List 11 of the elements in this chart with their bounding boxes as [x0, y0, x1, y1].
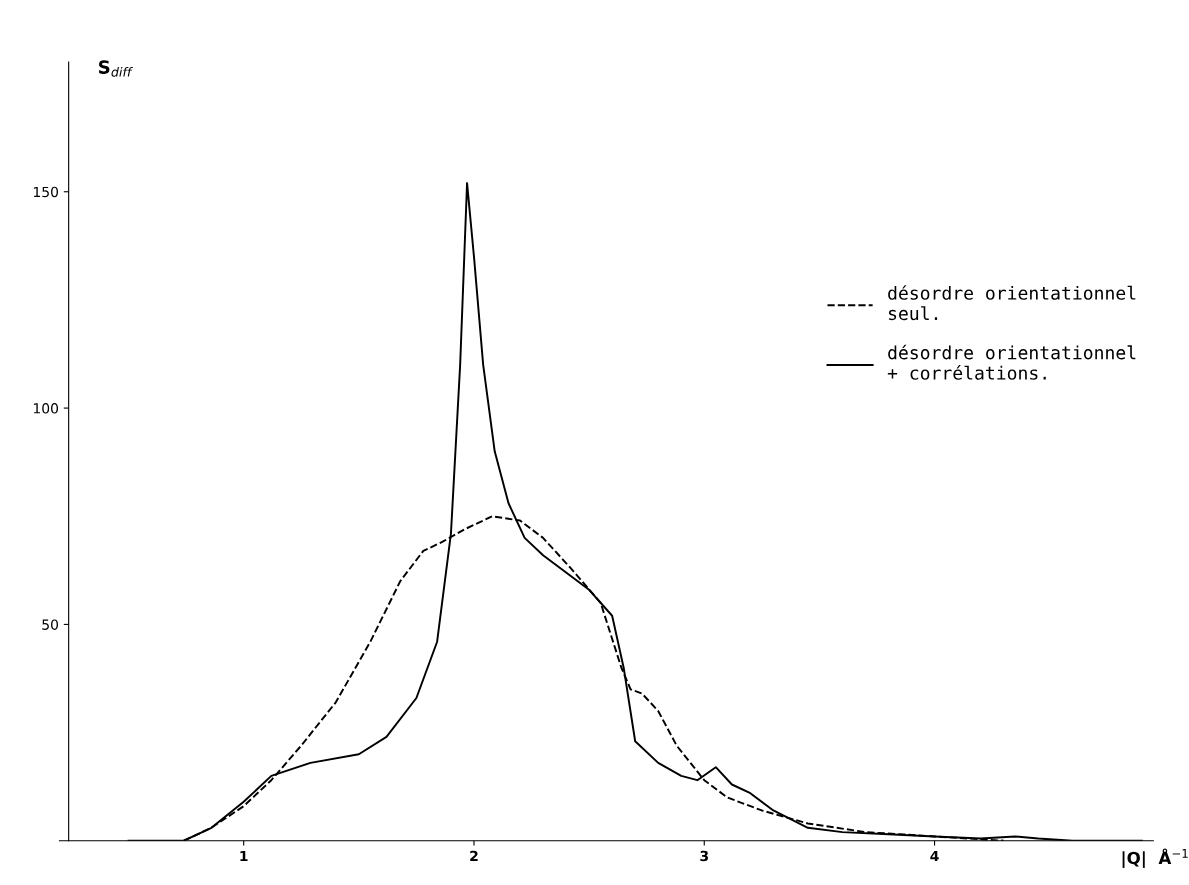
- y-tick-label: 100: [33, 403, 59, 414]
- y-tick-label: 50: [42, 619, 59, 630]
- x-tick-label: 4: [930, 850, 939, 862]
- x-axis-title: |Q| Å$^{−1}$: [1122, 848, 1188, 868]
- legend-label: désordre orientationnel seul.: [888, 285, 1136, 321]
- legend-label: désordre orientationnel + corrélations.: [887, 344, 1136, 380]
- y-axis-title: S$_{diff}$: [99, 60, 133, 77]
- x-tick-label: 1: [240, 850, 248, 862]
- x-tick-label: 2: [470, 850, 478, 862]
- y-tick-label: 150: [33, 186, 59, 198]
- x-tick-label: 3: [700, 850, 708, 862]
